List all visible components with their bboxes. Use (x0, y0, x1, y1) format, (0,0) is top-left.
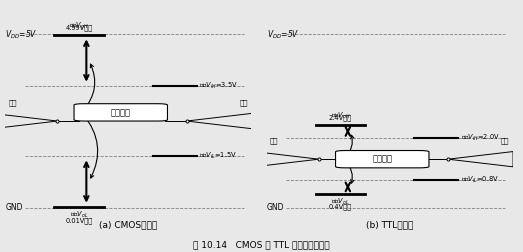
Text: 0.4V以下: 0.4V以下 (329, 197, 352, 210)
Text: (a) CMOS的场合: (a) CMOS的场合 (99, 220, 157, 229)
Text: 输入$V_{iL}$=1.5V: 输入$V_{iL}$=1.5V (199, 151, 237, 161)
Text: 输出$V_{oH}$: 输出$V_{oH}$ (331, 111, 350, 121)
Text: 输出$V_{oH}$: 输出$V_{oH}$ (69, 21, 89, 31)
FancyArrowPatch shape (345, 161, 354, 183)
Text: (b) TTL的场合: (b) TTL的场合 (366, 220, 413, 229)
Text: 输出$V_{oL}$: 输出$V_{oL}$ (331, 197, 350, 207)
Text: 输出: 输出 (8, 99, 17, 106)
Text: $V_{DD}$=5V: $V_{DD}$=5V (267, 28, 299, 41)
Text: 输出: 输出 (270, 137, 278, 144)
FancyBboxPatch shape (336, 150, 429, 168)
Text: 4.99V以上: 4.99V以上 (65, 18, 93, 31)
Text: 噪声余量: 噪声余量 (111, 108, 131, 117)
Text: 输入$V_{iL}$=0.8V: 输入$V_{iL}$=0.8V (461, 175, 499, 185)
Text: 2.4V以上: 2.4V以上 (329, 107, 352, 121)
Text: GND: GND (5, 203, 22, 212)
FancyArrowPatch shape (345, 135, 354, 157)
Text: $V_{DD}$=5V: $V_{DD}$=5V (5, 28, 38, 41)
Text: 输出$V_{oL}$: 输出$V_{oL}$ (70, 210, 88, 220)
Text: GND: GND (267, 203, 284, 212)
Text: 输入: 输入 (501, 137, 509, 144)
Text: 输入: 输入 (240, 99, 248, 106)
Text: 输入$V_{iH}$=3.5V: 输入$V_{iH}$=3.5V (199, 81, 238, 91)
Text: 图 10.14   CMOS 与 TTL 噪声余量的比较: 图 10.14 CMOS 与 TTL 噪声余量的比较 (193, 240, 330, 249)
FancyArrowPatch shape (83, 114, 98, 178)
FancyBboxPatch shape (74, 104, 167, 121)
Text: 0.01V以下: 0.01V以下 (65, 210, 93, 224)
FancyArrowPatch shape (83, 64, 95, 110)
Text: 噪声余量: 噪声余量 (372, 155, 392, 164)
Text: 输入$V_{iH}$=2.0V: 输入$V_{iH}$=2.0V (461, 133, 500, 143)
